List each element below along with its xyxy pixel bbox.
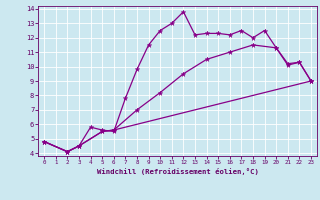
X-axis label: Windchill (Refroidissement éolien,°C): Windchill (Refroidissement éolien,°C) xyxy=(97,168,259,175)
